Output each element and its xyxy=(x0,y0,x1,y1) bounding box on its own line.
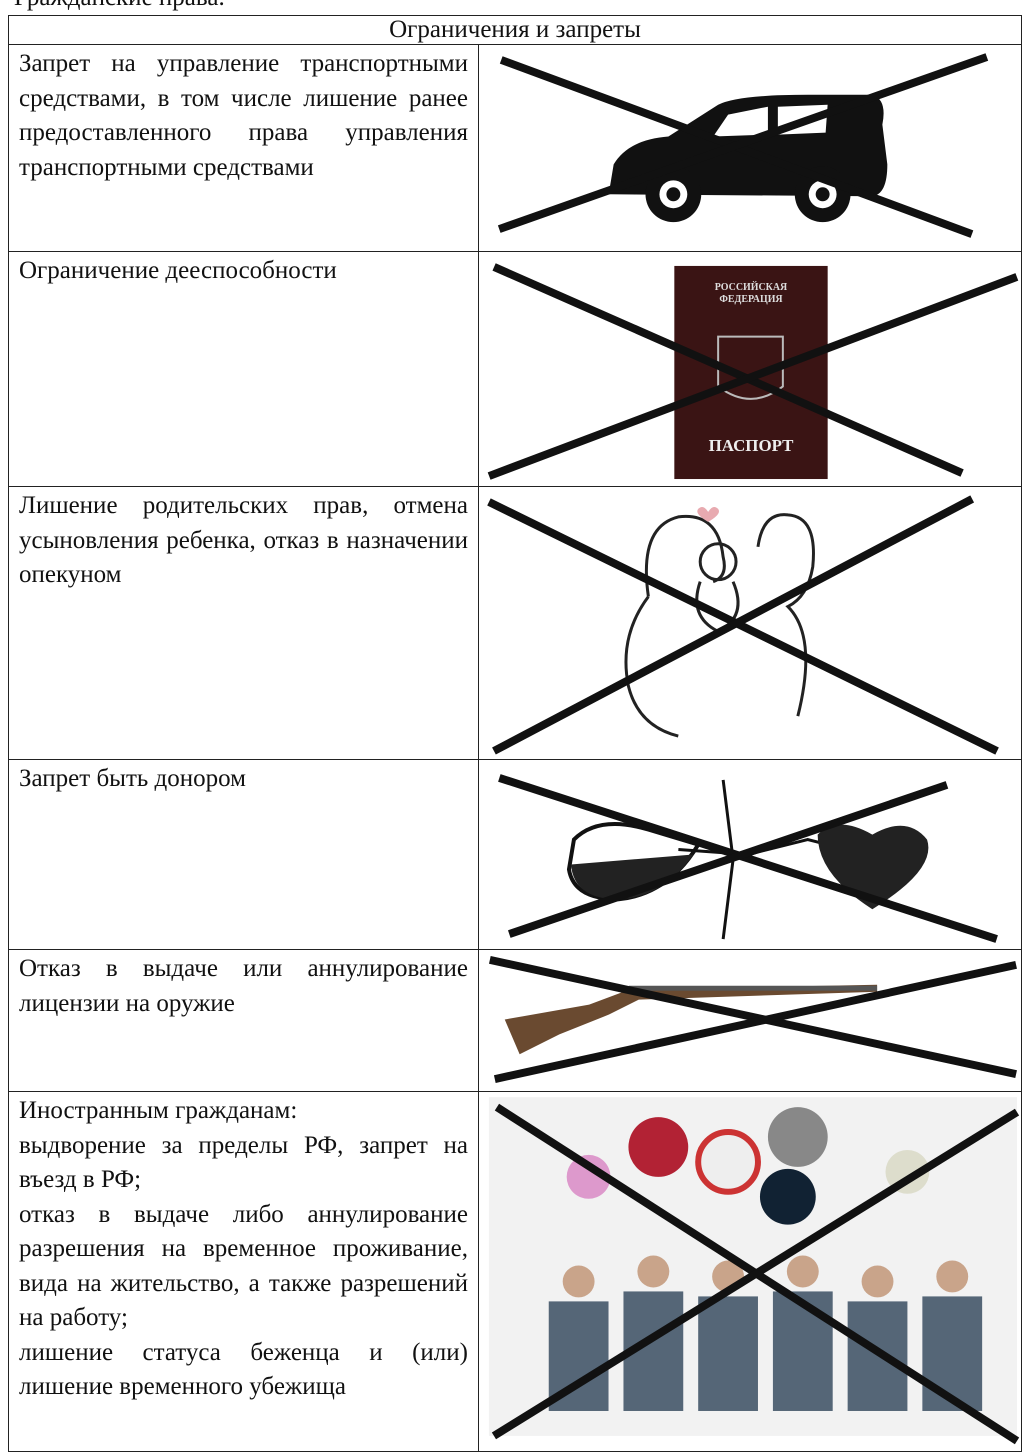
foreigners-icon xyxy=(488,1097,1020,1445)
cell: Ограничение дееспособности xyxy=(9,252,479,486)
passport-text: РОССИЙСКАЯ xyxy=(715,281,788,293)
cell-text: Иностранным гражданам: xyxy=(19,1097,298,1124)
cell: Отказ в выдаче или аннулирование лицензи… xyxy=(9,950,479,1091)
cell: Запрет на управление транспортными средс… xyxy=(9,45,479,251)
passport-icon: РОССИЙСКАЯ ФЕДЕРАЦИЯ ПАСПОРТ xyxy=(487,263,1019,480)
image-cell xyxy=(479,950,1021,1091)
cell: Иностранным гражданам: выдворение за пре… xyxy=(9,1092,479,1451)
table-row: Ограничение дееспособности РОССИЙСКАЯ ФЕ… xyxy=(8,252,1022,487)
cell-text: Запрет на управление транспортными средс… xyxy=(19,50,468,181)
passport-text: ФЕДЕРАЦИЯ xyxy=(719,294,783,305)
cell: Запрет быть донором xyxy=(9,760,479,949)
image-cell: РОССИЙСКАЯ ФЕДЕРАЦИЯ ПАСПОРТ xyxy=(479,252,1021,486)
donor-icon xyxy=(498,774,998,943)
cell-text: отказ в выдаче либо аннулирование разреш… xyxy=(19,1200,468,1332)
car-icon xyxy=(497,53,989,238)
table-row: Отказ в выдаче или аннулирование лицензи… xyxy=(8,950,1022,1092)
cell-text: Запрет быть донором xyxy=(19,765,246,792)
image-cell xyxy=(479,487,1021,759)
passport-text: ПАСПОРТ xyxy=(709,436,795,455)
image-cell xyxy=(479,1092,1021,1451)
family-icon xyxy=(487,495,999,755)
image-cell xyxy=(479,45,1021,251)
image-cell xyxy=(479,760,1021,949)
table-row: Запрет быть донором xyxy=(8,760,1022,950)
cell: Лишение родительских прав, отмена усынов… xyxy=(9,487,479,759)
cell-text: Отказ в выдаче или аннулирование лицензи… xyxy=(19,955,468,1017)
table-row: Запрет на управление транспортными средс… xyxy=(8,45,1022,252)
header-fragment: Гражданские права. xyxy=(14,0,225,12)
table-row: Иностранным гражданам: выдворение за пре… xyxy=(8,1092,1022,1452)
cell-text: лишение статуса беженца и (или) лишение … xyxy=(19,1338,468,1401)
cell-text: Лишение родительских прав, отмена усынов… xyxy=(19,492,468,588)
rifle-icon xyxy=(489,956,1017,1083)
cell-text: выдворение за пределы РФ, запрет на въез… xyxy=(19,1131,468,1194)
cell-text: Ограничение дееспособности xyxy=(19,257,337,284)
table-row: Лишение родительских прав, отмена усынов… xyxy=(8,487,1022,760)
table-header: Ограничения и запреты xyxy=(8,15,1022,45)
